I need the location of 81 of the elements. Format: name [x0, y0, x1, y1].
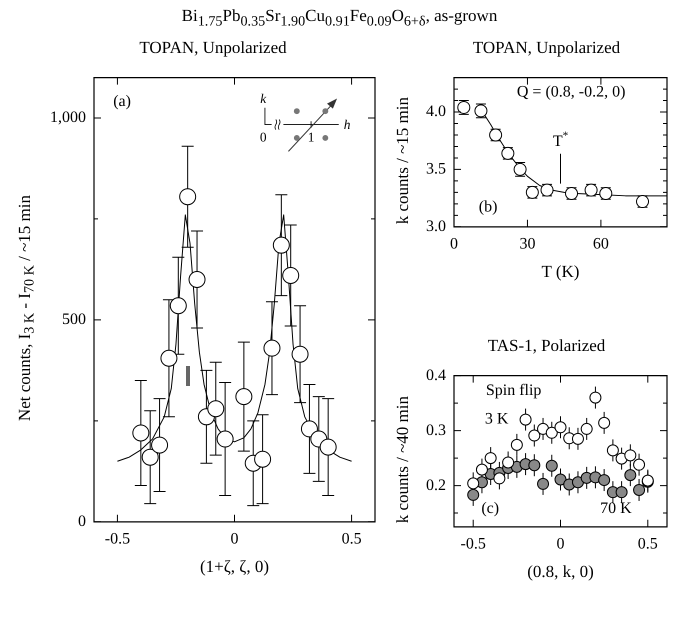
y-tick-label: 3.5 [426, 160, 446, 178]
y-tick-label: 4.0 [426, 103, 446, 120]
x-tick-label: 0.5 [638, 536, 658, 553]
y-axis-title: k counts / ~15 min [393, 97, 413, 225]
point [151, 436, 168, 454]
y-tick-label: 1,000 [50, 109, 86, 126]
annotation: (b) [478, 198, 498, 216]
x-tick-label: -0.5 [104, 530, 130, 548]
point [616, 486, 628, 498]
annotation: Spin flip [486, 382, 542, 399]
point [502, 456, 514, 468]
y-tick-label: 3.0 [426, 218, 446, 236]
x-tick-label: 60 [592, 236, 609, 253]
point [546, 426, 558, 439]
chart-subtitle: TOPAN, Unpolarized [138, 38, 288, 59]
series-label: 3 K [484, 410, 509, 428]
point [188, 271, 206, 288]
legend-label: 70 K [600, 500, 632, 517]
annotation: Q = (0.8, -0.2, 0) [516, 84, 626, 101]
point [598, 416, 610, 429]
point [320, 438, 337, 456]
x-tick-label: 30 [519, 236, 536, 253]
annotation: 0 [259, 129, 266, 144]
point [624, 449, 636, 462]
annotation: T* [552, 130, 569, 150]
point [170, 297, 187, 314]
point [254, 450, 272, 468]
point [493, 472, 506, 484]
y-axis-title: k counts / ~40 min [393, 396, 413, 524]
point [132, 424, 150, 442]
point [624, 469, 636, 482]
y-tick-label: 0.4 [426, 366, 446, 384]
point [633, 484, 646, 496]
point [633, 458, 646, 471]
x-axis-title: (0.8, k, 0) [526, 562, 595, 582]
point [476, 464, 488, 476]
point [160, 350, 178, 367]
annotation: h [343, 116, 350, 132]
point [520, 414, 532, 426]
point [572, 476, 584, 488]
point [216, 430, 234, 448]
chart-title: Bi$_{1.75}$Pb$_{0.35}$Sr$_{1.90}$Cu$_{0.91}$Fe$_{0.09}$O$_{6+δ}$, as-grown [182, 6, 498, 30]
y-tick-label: 0.3 [426, 422, 446, 439]
x-tick-label: 0 [556, 536, 564, 553]
chart-title: TAS-1, Polarized [486, 336, 606, 357]
y-tick-label: 0 [78, 513, 86, 530]
x-tick-label: 0.5 [342, 530, 362, 548]
y-tick-label: 500 [62, 311, 86, 328]
point [207, 400, 224, 418]
point [300, 420, 318, 438]
annotation: k [260, 90, 267, 106]
point [606, 444, 619, 456]
annotation: 1 [307, 129, 314, 144]
x-axis-title: T (K) [540, 262, 580, 282]
point [580, 422, 593, 435]
point [537, 478, 550, 490]
chart-title: TOPAN, Unpolarized [472, 38, 622, 59]
x-tick-label: 0 [450, 236, 458, 253]
point [467, 477, 480, 490]
point [598, 474, 610, 486]
annotation: (c) [481, 500, 500, 517]
point [589, 392, 602, 404]
point [235, 388, 252, 406]
point [263, 340, 280, 357]
point [467, 488, 480, 501]
y-tick-label: 0.2 [426, 476, 446, 494]
annotation: (a) [113, 93, 131, 110]
x-tick-label: 0 [230, 530, 238, 548]
x-axis-title: (1+ζ, ζ, 0) [199, 557, 270, 577]
point [282, 266, 300, 284]
point [179, 188, 196, 206]
point [484, 452, 497, 464]
point [554, 474, 566, 486]
point [292, 346, 309, 363]
point [142, 448, 159, 466]
point [272, 236, 290, 254]
point [528, 459, 540, 472]
point [546, 460, 558, 472]
point [510, 438, 523, 451]
point [572, 432, 584, 445]
x-tick-label: -0.5 [460, 536, 486, 553]
